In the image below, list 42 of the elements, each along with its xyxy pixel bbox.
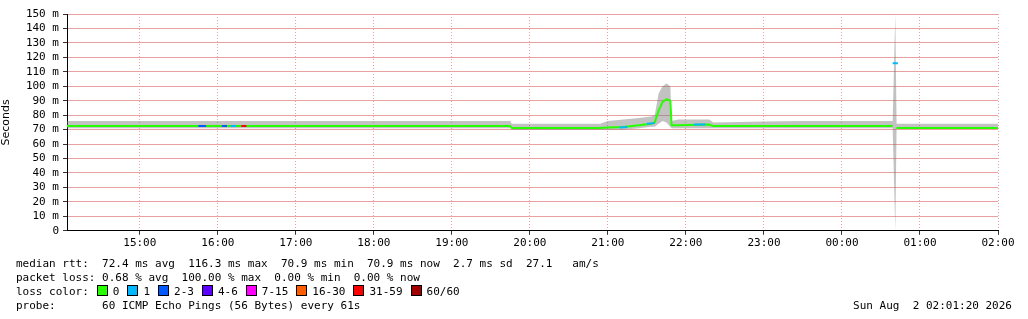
y-tick-label: 110 m xyxy=(25,64,60,78)
y-tick-label: 50 m xyxy=(32,151,60,165)
y-tick-label: 150 m xyxy=(25,6,60,20)
x-tick-label: 22:00 xyxy=(669,236,703,250)
y-tick-label: 140 m xyxy=(25,21,60,35)
text: packet loss: 0.68 % avg 100.00 % max 0.00 % min 0.00 % now xyxy=(16,271,420,284)
y-tick-label: 80 m xyxy=(32,108,60,122)
legend-label: 16-30 xyxy=(312,285,346,298)
y-tick-label: 100 m xyxy=(25,79,60,93)
legend-label: 31-59 xyxy=(369,285,403,298)
y-tick-label: 120 m xyxy=(25,50,60,64)
text: probe: 60 ICMP Echo Pings (56 Bytes) every 61s xyxy=(16,299,361,312)
y-tick-label: 130 m xyxy=(25,35,60,49)
y-tick-label: 10 m xyxy=(32,209,60,223)
y-tick-label: 30 m xyxy=(32,180,60,194)
y-tick-label: 0 xyxy=(52,223,59,237)
legend-label: 1 xyxy=(143,285,151,298)
x-tick-label: 23:00 xyxy=(747,236,781,250)
y-tick-label: 60 m xyxy=(32,136,60,150)
legend-label: 2-3 xyxy=(174,285,194,298)
x-tick-label: 17:00 xyxy=(279,236,313,250)
y-tick-label: 20 m xyxy=(32,194,60,208)
x-tick-label: 02:00 xyxy=(981,236,1015,250)
y-tick-label: 40 m xyxy=(32,165,60,179)
y-axis-title: Seconds xyxy=(0,99,13,146)
legend-label: 7-15 xyxy=(261,285,289,298)
x-tick-label: 01:00 xyxy=(903,236,937,250)
legend-label: 0 xyxy=(112,285,120,298)
text: Sun Aug 2 02:01:20 2026 xyxy=(853,299,1012,312)
y-tick-label: 90 m xyxy=(32,93,60,107)
text: median rtt: 72.4 ms avg 116.3 ms max 70.9 ms min 70.9 ms now 2.7 ms sd 27.1 am/s xyxy=(16,257,599,270)
legend-label: 4-6 xyxy=(217,285,238,298)
x-tick-label: 00:00 xyxy=(825,236,859,250)
x-tick-label: 19:00 xyxy=(435,236,469,250)
x-tick-label: 20:00 xyxy=(513,236,547,250)
x-tick-label: 15:00 xyxy=(123,236,157,250)
legend-title: loss color: xyxy=(16,285,89,298)
legend-label: 60/60 xyxy=(426,285,460,298)
y-tick-label: 70 m xyxy=(32,122,60,136)
x-tick-label: 21:00 xyxy=(591,236,625,250)
x-tick-label: 18:00 xyxy=(357,236,391,250)
x-tick-label: 16:00 xyxy=(201,236,235,250)
